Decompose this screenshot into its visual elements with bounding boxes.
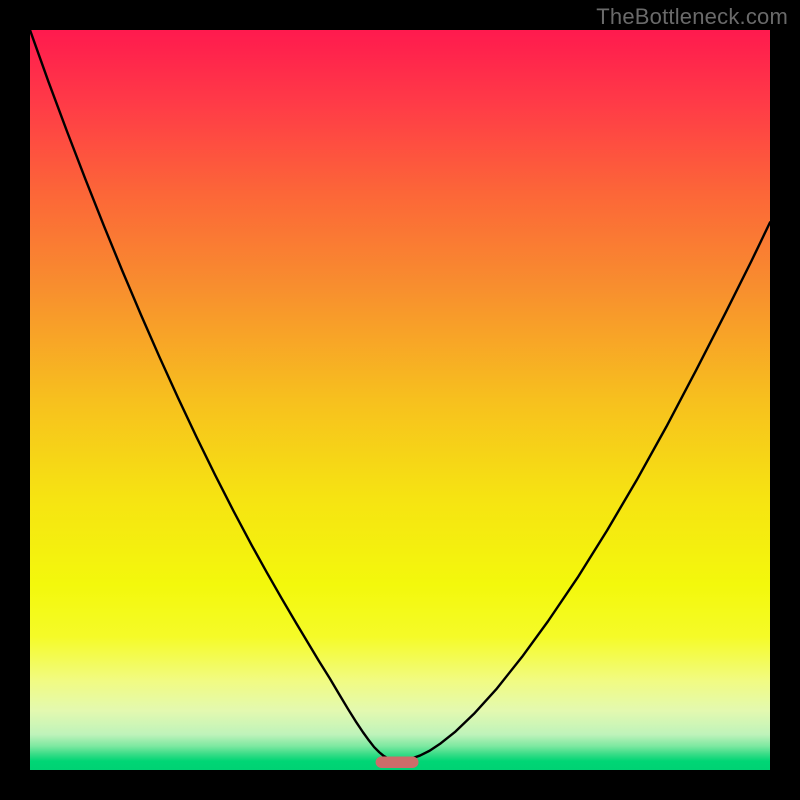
- watermark-text: TheBottleneck.com: [596, 4, 788, 30]
- plot-area: [30, 30, 770, 770]
- outer-frame: TheBottleneck.com: [0, 0, 800, 800]
- chart-background: [30, 30, 770, 770]
- optimal-marker: [376, 757, 419, 768]
- bottleneck-chart: [30, 30, 770, 770]
